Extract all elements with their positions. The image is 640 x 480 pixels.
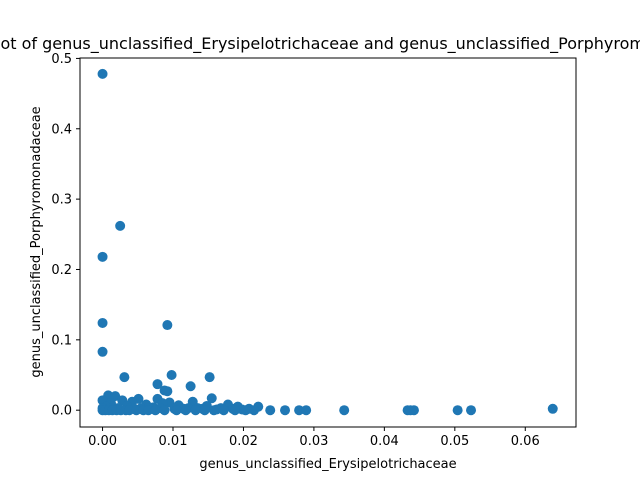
data-point [249,405,260,416]
x-tick-label: 0.05 [440,434,469,449]
data-point [97,251,108,262]
data-point [97,68,108,79]
data-point [115,220,126,231]
data-point [240,405,251,416]
x-tick-label: 0.06 [511,434,540,449]
data-point [206,393,217,404]
y-tick-label: 0.3 [51,193,72,208]
data-point [199,405,210,416]
data-point [190,405,201,416]
data-point [152,379,163,390]
data-point [408,405,419,416]
data-point [171,405,182,416]
data-point [180,405,191,416]
data-point [119,372,130,383]
data-point [143,405,154,416]
data-point [124,405,135,416]
data-point [265,405,276,416]
y-axis-label: genus_unclassified_Porphyromonadaceae [29,106,44,377]
data-point [230,405,240,416]
data-point [466,405,477,416]
y-tick-label: 0.2 [51,263,72,278]
data-point [294,405,305,416]
data-point [159,405,170,416]
data-point [452,405,463,416]
data-point [97,346,108,357]
data-point [159,385,170,396]
data-point [301,405,312,416]
y-tick-label: 0.1 [51,333,72,348]
x-tick-label: 0.03 [299,434,328,449]
data-point [208,405,219,416]
points-layer [97,68,558,416]
y-tick-label: 0.4 [51,122,72,137]
y-tick-label: 0.0 [51,404,72,419]
data-point [204,372,215,383]
chart-title: Scatter plot of genus_unclassified_Erysi… [0,34,640,54]
data-point [280,405,291,416]
x-tick-label: 0.01 [159,434,188,449]
x-axis-label: genus_unclassified_Erysipelotrichaceae [199,457,456,472]
x-tick-label: 0.02 [229,434,258,449]
x-tick-label: 0.04 [370,434,399,449]
x-axis: 0.00 0.01 0.02 0.03 0.04 0.05 0.06 [88,427,540,449]
data-point [150,405,161,416]
data-point [166,370,177,381]
data-point [185,381,196,392]
y-tick-label: 0.5 [51,52,72,67]
data-point [97,317,108,328]
axes-frame [79,57,577,428]
data-point [131,405,142,416]
y-axis: 0.0 0.1 0.2 0.3 0.4 0.5 [51,52,80,419]
data-point [218,405,229,416]
data-point [339,405,350,416]
data-point [162,320,173,331]
data-point [547,403,558,414]
x-tick-label: 0.00 [88,434,117,449]
